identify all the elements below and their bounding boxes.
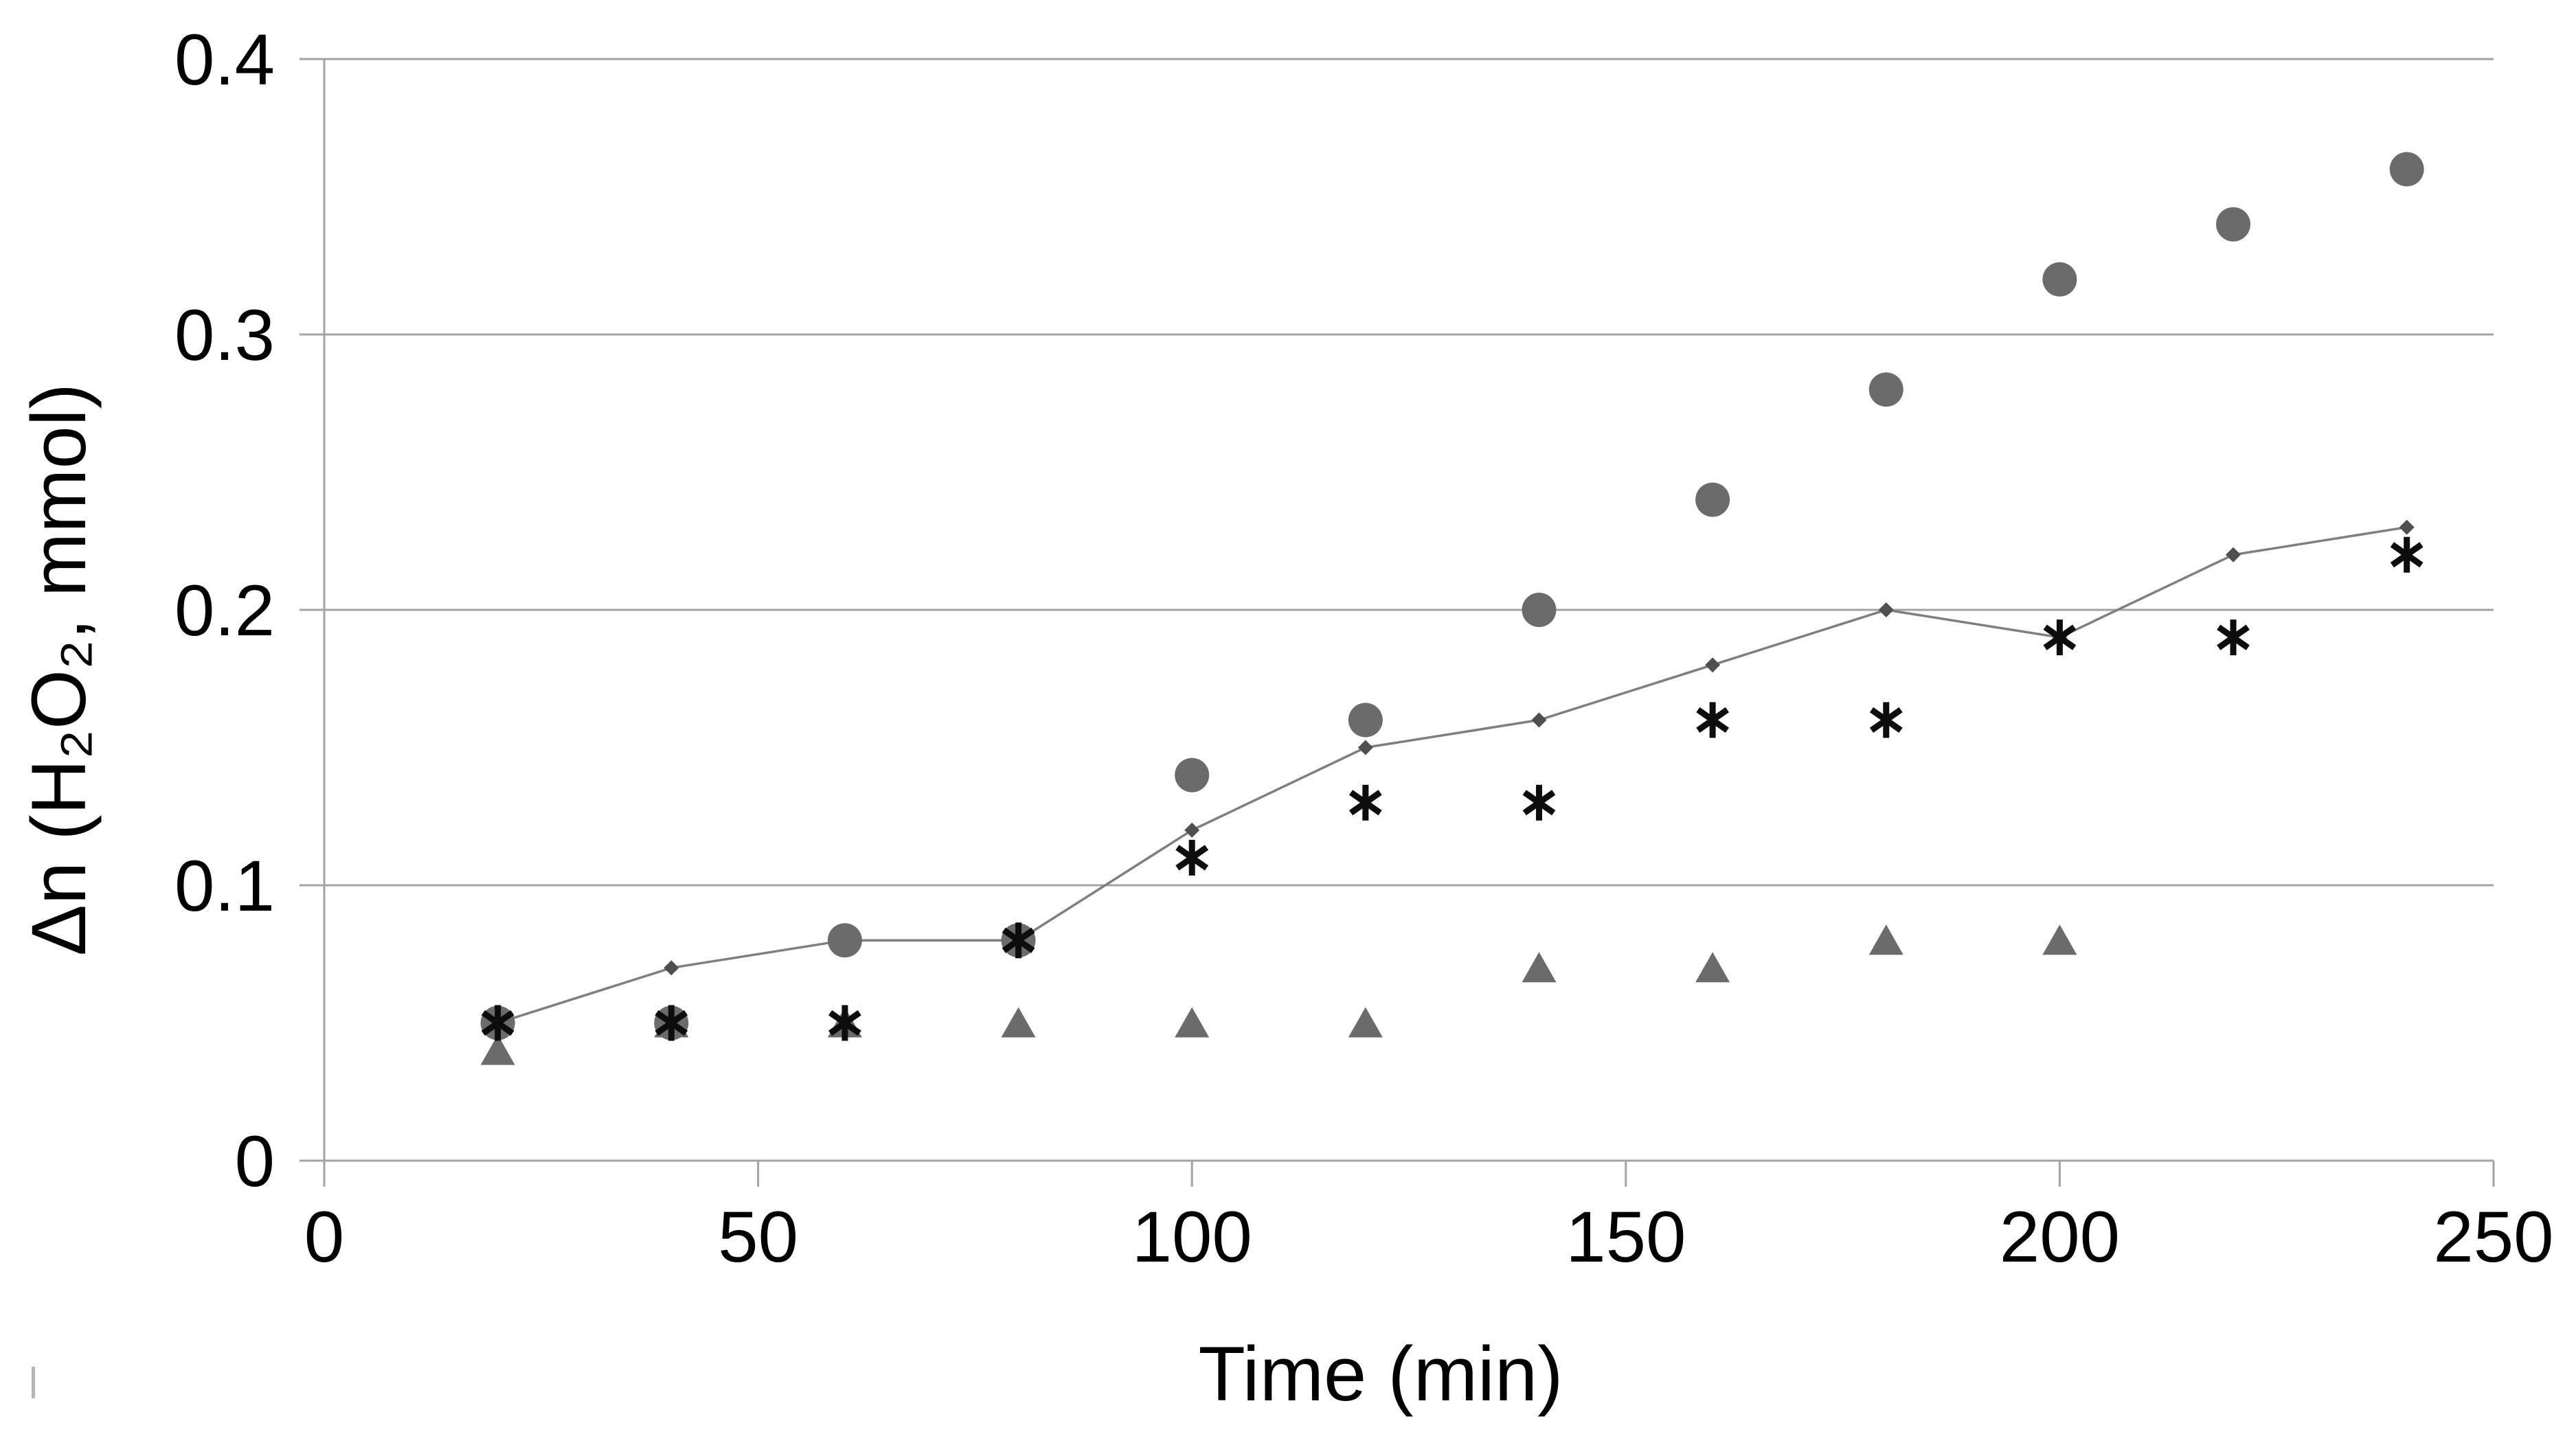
triangle-marker xyxy=(1348,1007,1383,1038)
x-axis-title: Time (min) xyxy=(1199,1331,1563,1417)
diamond-marker xyxy=(1705,657,1721,673)
asterisk-marker xyxy=(1175,839,1209,876)
asterisk-marker xyxy=(655,1005,688,1041)
tick-labels: 0 0.1 0.2 0.3 0.4 0 50 100 150 200 250 xyxy=(174,20,2554,1277)
asterisk-arm xyxy=(1869,707,1903,733)
circle-marker xyxy=(1695,482,1730,517)
asterisk-arm xyxy=(1522,790,1556,816)
asterisk-arm xyxy=(1348,790,1382,816)
y-axis-title: Δn (H₂O₂, mmol) xyxy=(16,383,102,956)
series-layer xyxy=(480,152,2424,1065)
circle-marker xyxy=(2389,152,2424,187)
asterisk-marker xyxy=(1522,784,1556,821)
axes xyxy=(323,59,2495,1187)
y-tick-label: 0.4 xyxy=(174,20,275,100)
asterisk-marker xyxy=(1002,922,1035,959)
x-tick-label: 200 xyxy=(2000,1197,2120,1277)
asterisk-arm xyxy=(1696,707,1729,733)
asterisk-marker xyxy=(2390,536,2424,573)
triangle-marker xyxy=(1175,1007,1210,1038)
diamond-marker xyxy=(1184,822,1200,838)
y-tick-label: 0 xyxy=(235,1122,275,1202)
triangle-marker xyxy=(480,1034,515,1065)
triangle-series xyxy=(480,924,2077,1065)
asterisk-marker xyxy=(2217,619,2250,656)
asterisk-marker xyxy=(1348,784,1382,821)
diamond-marker xyxy=(1878,602,1894,617)
triangle-marker xyxy=(1001,1007,1036,1038)
asterisk-marker xyxy=(828,1005,861,1041)
triangle-marker xyxy=(2042,924,2077,955)
asterisk-marker xyxy=(1869,702,1903,738)
x-tick-label: 150 xyxy=(1566,1197,1686,1277)
triangle-marker xyxy=(1695,952,1730,983)
y-tick-label: 0.2 xyxy=(174,571,275,651)
asterisk-arm xyxy=(1002,927,1035,953)
diamond-marker xyxy=(1531,712,1547,728)
asterisk-marker xyxy=(2043,619,2077,656)
x-tick-label: 100 xyxy=(1132,1197,1252,1277)
y-tick-label: 0.3 xyxy=(174,295,275,376)
asterisk-marker xyxy=(1696,702,1729,738)
circle-series xyxy=(480,152,2424,1040)
triangle-marker xyxy=(1522,952,1557,983)
circle-marker xyxy=(1522,593,1557,627)
circle-marker xyxy=(1348,703,1383,738)
diamond-line-series xyxy=(490,519,2415,1031)
triangle-marker xyxy=(1868,924,1903,955)
circle-marker xyxy=(1175,758,1210,793)
asterisk-arm xyxy=(481,1010,515,1036)
asterisk-arm xyxy=(655,1010,688,1036)
diamond-marker xyxy=(1357,740,1373,755)
asterisk-series xyxy=(481,536,2424,1041)
asterisk-arm xyxy=(1175,845,1209,871)
asterisk-arm xyxy=(2043,624,2077,650)
x-tick-label: 0 xyxy=(304,1197,344,1277)
asterisk-arm xyxy=(2390,542,2424,568)
circle-marker xyxy=(2042,262,2077,297)
y-tick-label: 0.1 xyxy=(174,846,275,926)
circle-marker xyxy=(2216,207,2251,242)
diamond-marker xyxy=(2399,519,2415,535)
circle-marker xyxy=(827,923,862,958)
series-line xyxy=(497,525,2407,1025)
asterisk-marker xyxy=(481,1005,515,1041)
asterisk-arm xyxy=(2217,624,2250,650)
gridlines xyxy=(300,58,2494,1162)
asterisk-arm xyxy=(828,1010,861,1036)
x-tick-label: 250 xyxy=(2433,1197,2553,1277)
x-tick-label: 50 xyxy=(718,1197,798,1277)
edge-artifact xyxy=(32,1367,35,1398)
diamond-marker xyxy=(664,960,679,976)
circle-marker xyxy=(1868,372,1903,407)
diamond-marker xyxy=(2226,547,2241,562)
